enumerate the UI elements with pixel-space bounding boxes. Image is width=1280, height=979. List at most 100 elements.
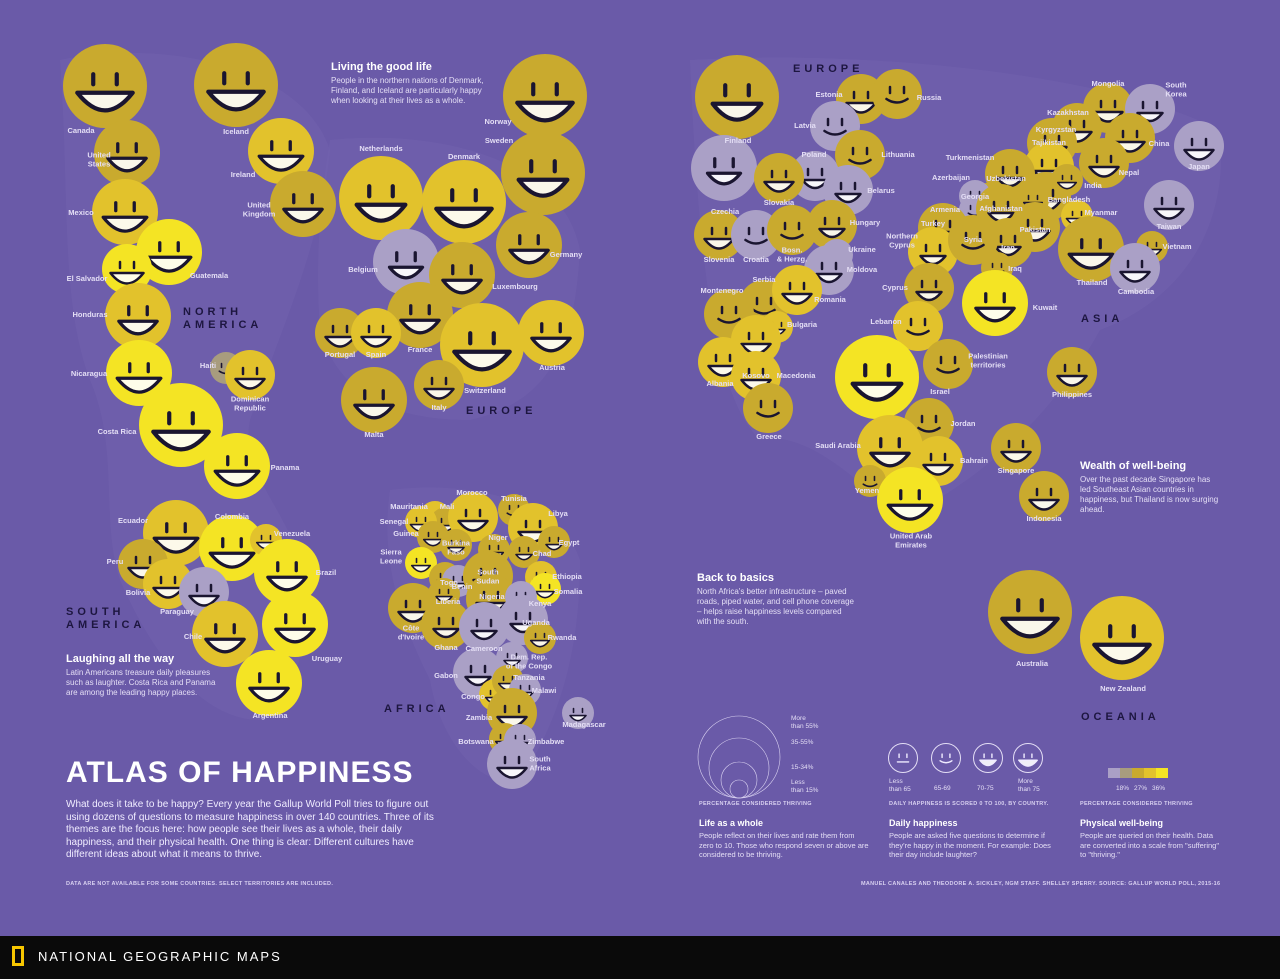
country-label: Taiwan (1156, 221, 1182, 231)
country-label: Chile (183, 631, 203, 641)
country-face (270, 171, 336, 237)
country-label: Belarus (867, 185, 895, 195)
country-label: Sweden (484, 135, 514, 145)
country-label: Northern Cyprus (886, 231, 918, 249)
country-label: Slovenia (703, 254, 735, 264)
note-title: Wealth of well-being (1080, 460, 1187, 472)
country-label: Gabon (434, 670, 458, 680)
legend-daily-face (973, 743, 1003, 773)
note-title: Laughing all the way (66, 653, 175, 665)
country-face (1110, 243, 1160, 293)
footer-brand: NATIONAL GEOGRAPHIC MAPS (38, 949, 282, 964)
country-face (501, 131, 585, 215)
country-label: Austria (539, 362, 565, 372)
country-label: Kuwait (1032, 302, 1058, 312)
country-label: Uruguay (311, 653, 343, 663)
country-label: Myanmar (1084, 207, 1118, 217)
country-face (143, 500, 209, 566)
country-label: Azerbaijan (932, 172, 970, 182)
legend-daily-caption: DAILY HAPPINESS IS SCORED 0 TO 100, BY C… (889, 801, 1049, 807)
country-label: Madagascar (562, 719, 606, 729)
country-label: Rwanda (547, 632, 577, 642)
country-face (1051, 164, 1083, 196)
country-label: Argentina (252, 710, 288, 720)
country-label: Ecuador (117, 515, 149, 525)
country-label: Côte d'Ivoire (397, 623, 425, 641)
legend-body: People reflect on their lives and rate t… (699, 831, 869, 859)
country-face (351, 308, 401, 358)
country-face (262, 591, 328, 657)
country-label: Costa Rica (97, 426, 137, 436)
country-labels-layer: Canada United States Iceland Ireland United … (66, 79, 1210, 772)
scale-swatch (1108, 768, 1120, 778)
country-label: Hungary (849, 217, 881, 227)
note-title: Back to basics (697, 572, 775, 584)
country-label: Palestinian territories (968, 351, 1008, 369)
country-label: Guinea (393, 528, 419, 538)
country-label: Georgia (960, 191, 990, 201)
country-face (339, 156, 423, 240)
country-label: Kosovo (742, 370, 770, 380)
region-label: SOUTH AMERICA (66, 606, 146, 631)
country-label: Saudi Arabia (815, 440, 861, 450)
country-face (225, 350, 275, 400)
country-label: Egypt (558, 537, 580, 547)
country-face (962, 270, 1028, 336)
country-label: Niger (488, 532, 508, 542)
country-label: Greece (756, 431, 782, 441)
country-label: Zimbabwe (527, 736, 565, 746)
legend-body: People are asked five questions to deter… (889, 831, 1051, 859)
country-face (691, 135, 757, 201)
country-label: Nicaragua (70, 368, 108, 378)
legend-physical-tick: 27% (1134, 785, 1148, 792)
country-label: Estonia (815, 89, 843, 99)
country-face (487, 739, 537, 789)
region-label: EUROPE (466, 405, 537, 417)
legend-daily-face (888, 743, 918, 773)
country-label: Italy (431, 402, 447, 412)
country-label: Moldova (846, 264, 878, 274)
country-label: Mali (439, 501, 455, 511)
legend-body: People are queried on their health. Data… (1080, 831, 1220, 859)
country-face (695, 55, 779, 139)
country-face (743, 383, 793, 433)
country-label: Chad (532, 548, 552, 558)
region-label: ASIA (1081, 313, 1124, 325)
note-laughing: Laughing all the way Latin Americans tre… (66, 653, 216, 698)
country-label: Portugal (324, 349, 356, 359)
country-label: Romania (814, 294, 846, 304)
country-label: Tanzania (513, 672, 545, 682)
country-label: Turkey (920, 218, 946, 228)
country-face (143, 559, 193, 609)
country-label: Togo (440, 577, 458, 587)
country-label: Philippines (1051, 389, 1093, 399)
country-face (1079, 138, 1129, 188)
country-label: El Salvador (66, 273, 108, 283)
country-label: Finland (724, 135, 752, 145)
country-label: Iceland (223, 126, 249, 136)
country-label: Dominican Republic (230, 394, 270, 412)
country-label: United States (87, 150, 111, 168)
legend-physical-caption: PERCENTAGE CONSIDERED THRIVING (1080, 801, 1193, 807)
legend-life-level: 15-34% (791, 764, 814, 771)
physical-color-scale (1108, 768, 1168, 778)
country-face (92, 179, 158, 245)
country-face (991, 423, 1041, 473)
country-label: Switzerland (464, 385, 506, 395)
country-label: South Sudan (476, 567, 500, 585)
country-label: Netherlands (359, 143, 403, 153)
country-label: United Kingdom (242, 200, 276, 218)
country-label: Afghanistan (979, 203, 1023, 213)
country-label: Israel (930, 386, 950, 396)
legend-daily-level: 70-75 (977, 785, 994, 792)
data-note: DATA ARE NOT AVAILABLE FOR SOME COUNTRIE… (66, 881, 334, 887)
country-label: Lithuania (881, 149, 915, 159)
country-label: Japan (1188, 161, 1210, 171)
country-label: Yemen (854, 485, 880, 495)
country-label: Serbia (752, 274, 776, 284)
legend-heading: Physical well-being (1080, 818, 1164, 828)
country-face (341, 367, 407, 433)
country-face (948, 215, 998, 265)
country-label: Cambodia (1117, 286, 1155, 296)
country-label: Thailand (1076, 277, 1108, 287)
